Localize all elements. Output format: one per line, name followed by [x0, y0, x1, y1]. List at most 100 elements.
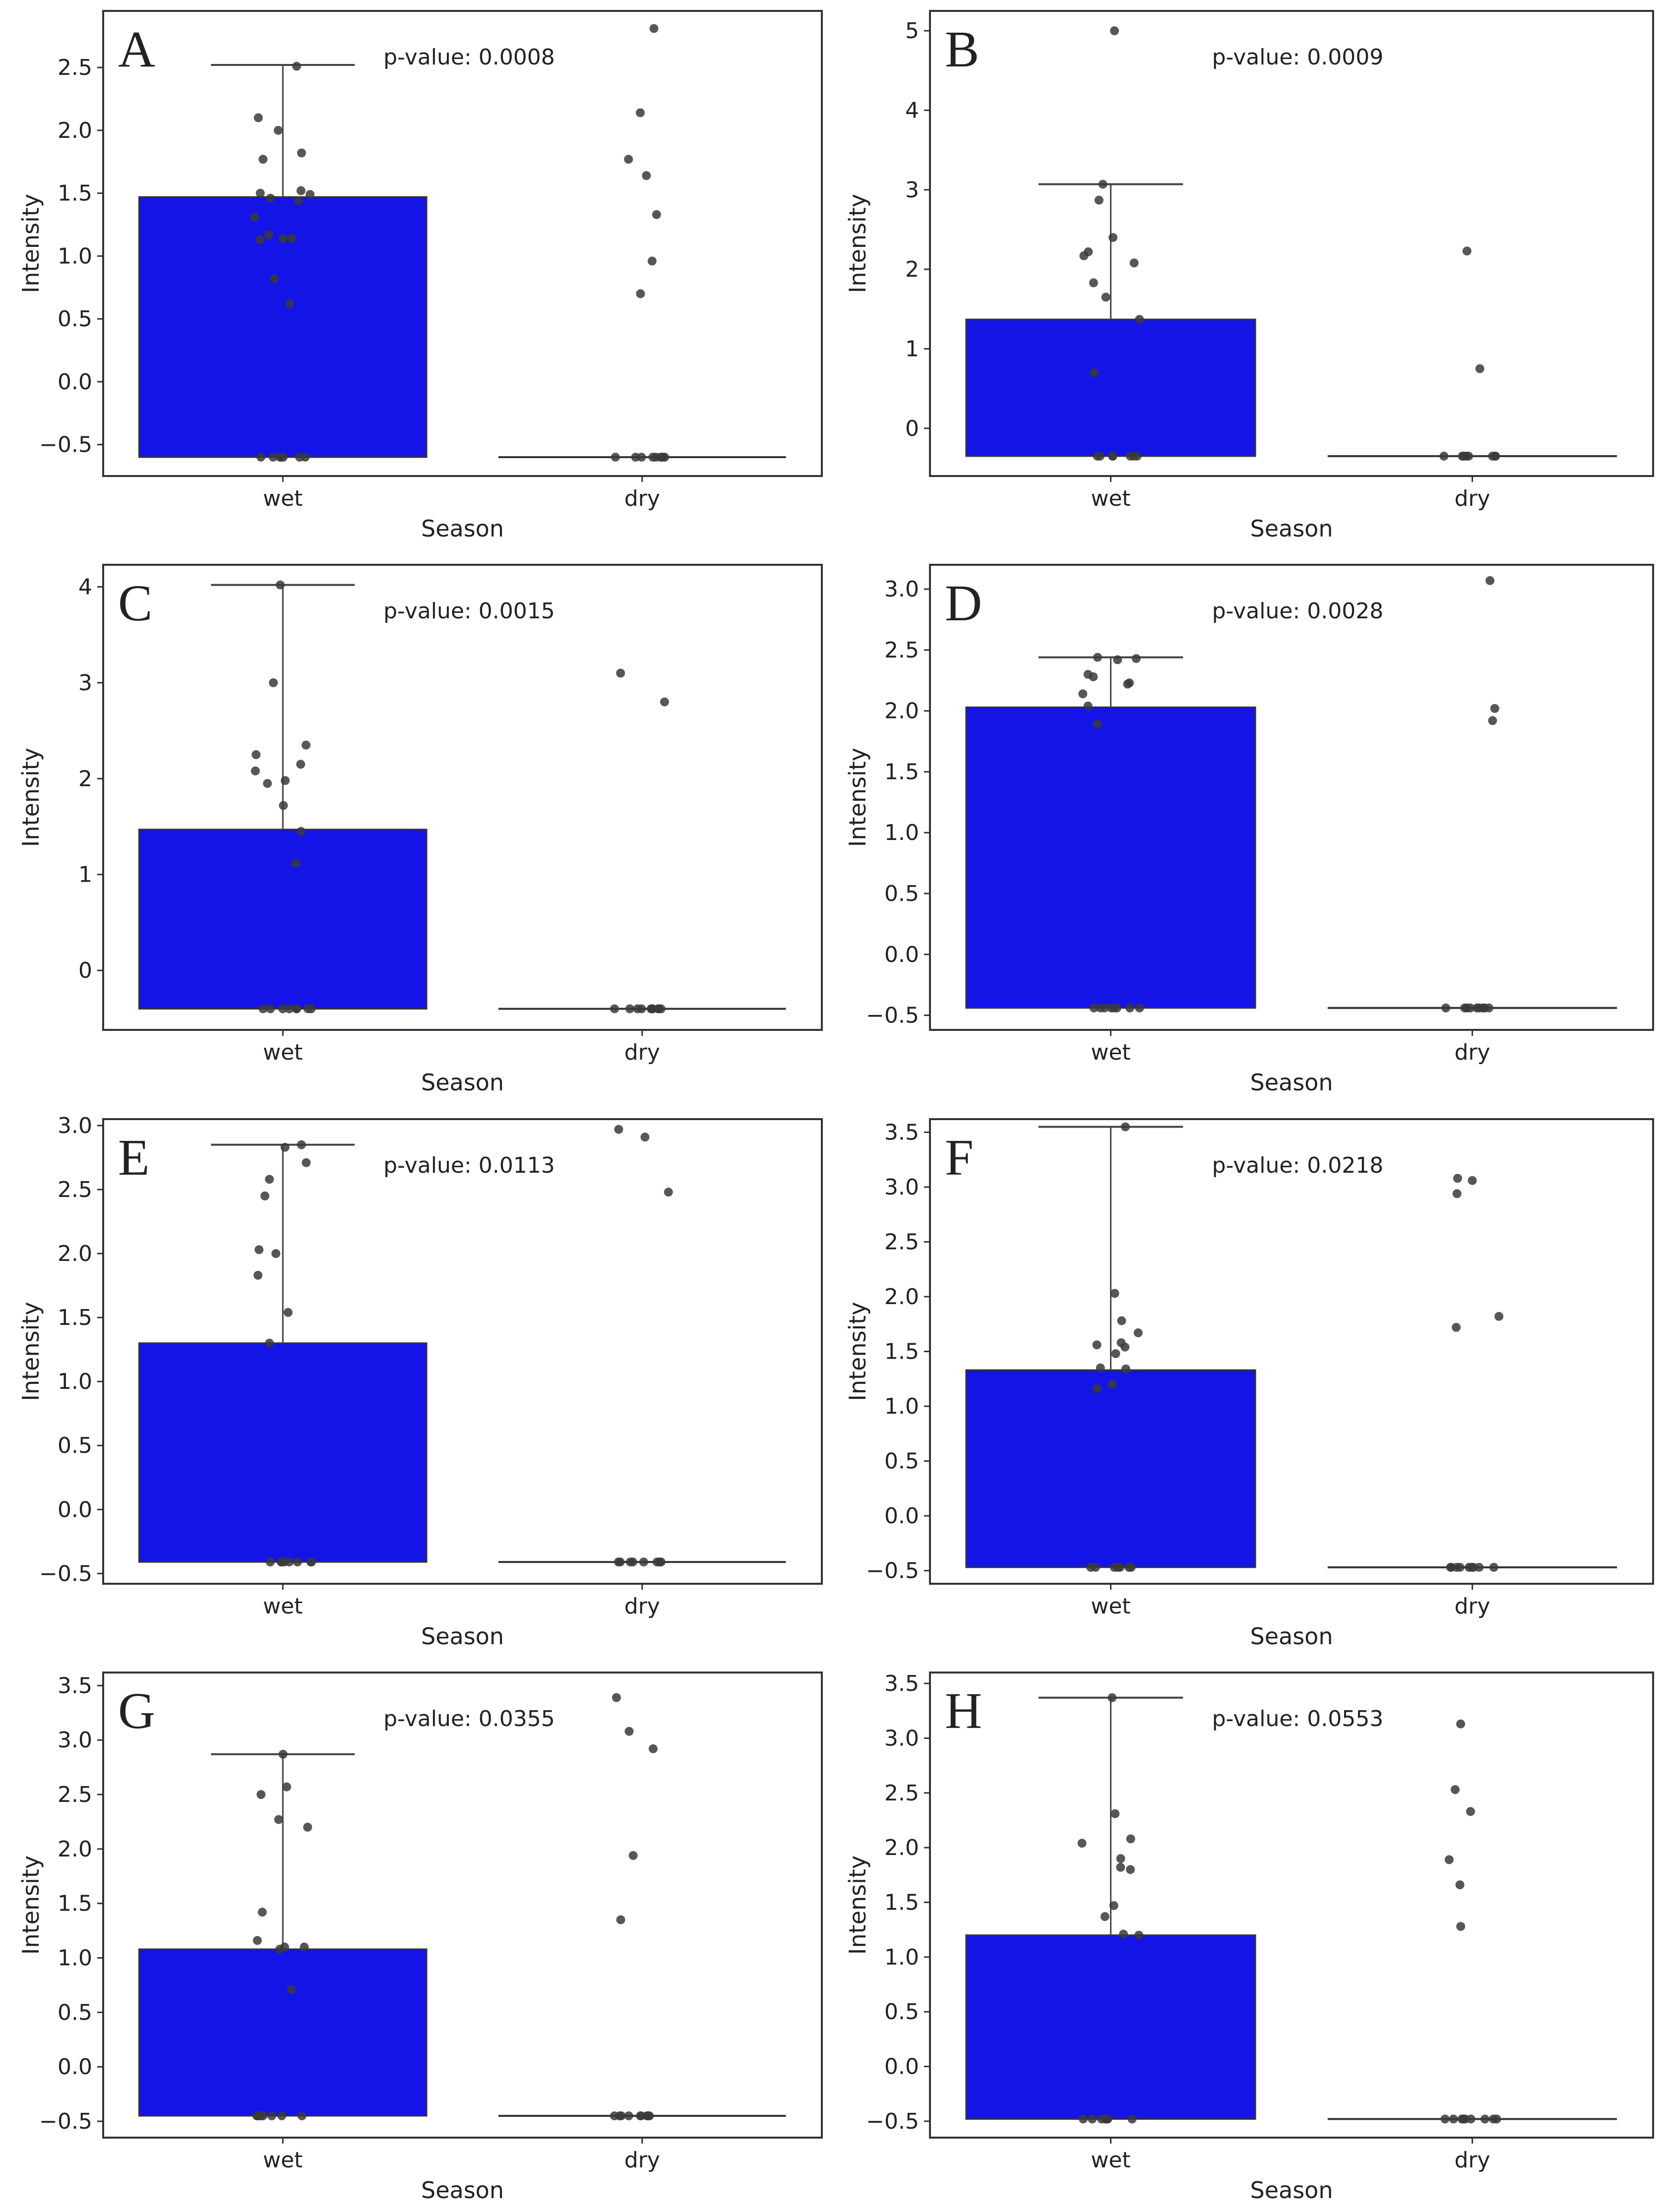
x-tick-label-wet: wet	[1091, 1040, 1130, 1065]
data-point-wet	[256, 452, 266, 462]
data-point-dry	[649, 24, 659, 33]
data-point-dry	[1473, 1003, 1482, 1013]
data-point-wet	[1089, 278, 1098, 288]
x-axis-label: Season	[1250, 515, 1333, 542]
data-point-wet	[1120, 1342, 1130, 1352]
chart-panel-f: −0.5 0.0 0.5 1.0 1.5 2.0 2.5 3.0 3.5 wet dry Season…	[844, 1118, 1654, 1650]
y-axis-label: Intensity	[17, 748, 44, 847]
p-value-annotation: p-value: 0.0113	[383, 1153, 555, 1178]
data-point-dry	[1458, 451, 1467, 461]
x-tick-label-wet: wet	[263, 1040, 303, 1065]
data-point-wet	[1123, 679, 1132, 689]
data-point-wet	[1103, 2114, 1112, 2124]
y-tick-label: 1.5	[58, 1305, 92, 1330]
data-point-wet	[1086, 1562, 1096, 1572]
y-tick-label: 1.5	[58, 1891, 92, 1916]
data-point-wet	[1077, 1839, 1087, 1848]
data-point-wet	[1116, 1854, 1125, 1863]
data-point-dry	[1444, 1855, 1454, 1864]
y-tick-label: 3	[78, 670, 92, 696]
data-point-wet	[1090, 368, 1099, 377]
data-point-dry	[651, 452, 661, 462]
y-axis-label: Intensity	[844, 194, 871, 293]
y-tick-label: 1.0	[884, 1394, 919, 1419]
data-point-wet	[1100, 1912, 1110, 1921]
data-point-dry	[1480, 2114, 1489, 2124]
panel-letter: A	[118, 21, 155, 78]
data-point-wet	[1089, 672, 1098, 681]
data-point-wet	[1126, 1865, 1135, 1874]
panel-letter: B	[945, 21, 979, 78]
p-value-annotation: p-value: 0.0218	[1212, 1153, 1384, 1178]
data-point-dry	[636, 2111, 645, 2121]
data-point-dry	[636, 289, 645, 299]
y-axis-label: Intensity	[844, 748, 871, 847]
x-tick-label-wet: wet	[1091, 2148, 1130, 2173]
y-tick-label: −0.5	[866, 1003, 919, 1028]
data-point-dry	[616, 1557, 625, 1567]
data-point-wet	[1096, 1003, 1105, 1013]
x-tick-label-dry: dry	[624, 2148, 660, 2173]
y-tick-label: 0.5	[58, 2000, 92, 2025]
y-tick-label: 0.0	[884, 2054, 919, 2080]
data-point-dry	[611, 452, 620, 462]
data-point-wet	[271, 1249, 281, 1258]
data-point-wet	[285, 1004, 294, 1014]
data-point-wet	[1135, 315, 1144, 324]
y-tick-label: 1.0	[884, 820, 919, 845]
y-axis-label: Intensity	[17, 194, 44, 293]
data-point-wet	[291, 858, 301, 868]
data-point-wet	[254, 1245, 264, 1255]
y-tick-label: 1.0	[58, 1946, 92, 1971]
data-point-dry	[615, 2111, 624, 2121]
chart-panel-g: −0.5 0.0 0.5 1.0 1.5 2.0 2.5 3.0 3.5 wet dry Season…	[17, 1672, 823, 2204]
bar-wet	[138, 1342, 428, 1563]
data-point-wet	[1095, 451, 1105, 461]
data-point-wet	[275, 1944, 285, 1954]
y-tick-label: 0	[905, 416, 919, 441]
y-tick-label: 3.0	[58, 1728, 92, 1753]
data-point-wet	[274, 1815, 283, 1824]
x-tick-label-dry: dry	[624, 486, 660, 511]
x-tick-label-dry: dry	[624, 1040, 660, 1065]
data-point-wet	[253, 2111, 263, 2121]
data-point-wet	[270, 274, 279, 283]
data-point-wet	[296, 760, 306, 769]
data-point-wet	[285, 1557, 294, 1567]
data-point-dry	[1469, 1562, 1478, 1572]
data-point-wet	[296, 827, 306, 836]
data-point-wet	[293, 1557, 302, 1567]
y-tick-label: 2.5	[884, 638, 919, 663]
chart-panel-d: −0.5 0.0 0.5 1.0 1.5 2.0 2.5 3.0 wet dry Season Int…	[844, 564, 1654, 1096]
y-tick-label: 2.0	[58, 1241, 92, 1266]
data-point-wet	[1108, 451, 1117, 461]
data-point-wet	[307, 1557, 316, 1567]
chart-panel-c: 0 1 2 3 4 wet dry Season Intensity p-value: 0.001…	[17, 564, 823, 1096]
data-point-wet	[1097, 2114, 1106, 2124]
data-point-wet	[278, 1004, 288, 1014]
x-tick-label-dry: dry	[624, 1594, 660, 1619]
data-point-dry	[612, 1693, 621, 1702]
data-point-wet	[269, 678, 278, 687]
data-point-wet	[1109, 233, 1118, 242]
y-tick-label: −0.5	[866, 2109, 919, 2134]
panel-letter: H	[945, 1682, 982, 1739]
data-point-wet	[1119, 1929, 1128, 1939]
panel-letter: D	[945, 575, 982, 632]
data-point-dry	[1494, 1312, 1504, 1321]
p-value-annotation: p-value: 0.0028	[1212, 598, 1384, 624]
data-point-dry	[1484, 1003, 1493, 1013]
p-value-annotation: p-value: 0.0355	[383, 1706, 555, 1732]
y-tick-label: 0	[78, 958, 92, 983]
data-point-wet	[283, 1308, 293, 1317]
data-point-dry	[645, 2111, 654, 2121]
y-tick-label: 3	[905, 178, 919, 203]
data-point-wet	[1126, 451, 1135, 461]
y-tick-label: 0.5	[58, 1433, 92, 1458]
data-point-wet	[276, 580, 285, 590]
data-point-wet	[297, 1140, 306, 1149]
x-tick-label-wet: wet	[263, 1594, 303, 1619]
y-tick-label: 3.0	[884, 1726, 919, 1751]
y-tick-label: 2.5	[884, 1230, 919, 1255]
chart-panel-h: −0.5 0.0 0.5 1.0 1.5 2.0 2.5 3.0 3.5 wet dry Season…	[844, 1671, 1654, 2204]
